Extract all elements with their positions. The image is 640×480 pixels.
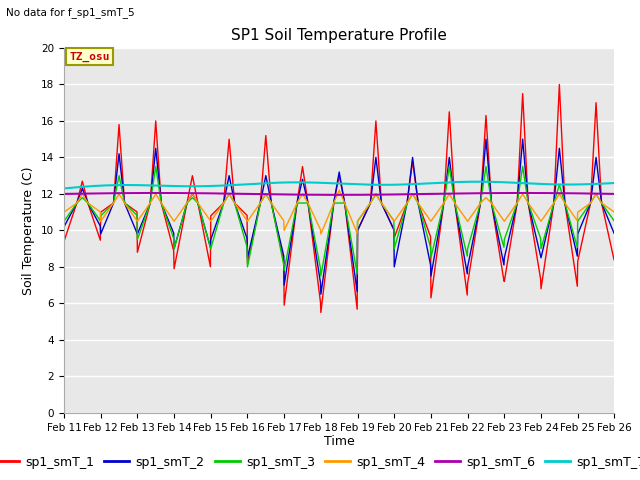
sp1_smT_4: [60, 209, 68, 215]
sp1_smT_1: [545, 232, 553, 238]
sp1_smT_7: [169, 183, 177, 189]
sp1_smT_7: [545, 181, 553, 187]
sp1_smT_1: [497, 256, 504, 262]
sp1_smT_7: [244, 181, 252, 187]
sp1_smT_4: [317, 231, 324, 237]
sp1_smT_6: [60, 191, 68, 197]
Line: sp1_smT_6: sp1_smT_6: [64, 193, 614, 195]
sp1_smT_2: [60, 224, 68, 229]
sp1_smT_1: [317, 310, 324, 315]
sp1_smT_3: [317, 273, 324, 279]
sp1_smT_4: [497, 214, 505, 219]
Y-axis label: Soil Temperature (C): Soil Temperature (C): [22, 166, 35, 295]
sp1_smT_3: [425, 239, 433, 245]
sp1_smT_3: [152, 164, 159, 169]
sp1_smT_7: [610, 180, 618, 186]
sp1_smT_3: [610, 218, 618, 224]
sp1_smT_6: [170, 190, 177, 196]
sp1_smT_2: [482, 136, 490, 142]
sp1_smT_2: [545, 219, 553, 225]
sp1_smT_6: [497, 190, 505, 196]
sp1_smT_7: [182, 183, 190, 189]
sp1_smT_2: [425, 252, 433, 258]
sp1_smT_2: [610, 230, 618, 236]
sp1_smT_1: [425, 228, 433, 234]
X-axis label: Time: Time: [324, 435, 355, 448]
sp1_smT_1: [610, 257, 618, 263]
sp1_smT_6: [545, 190, 553, 196]
sp1_smT_7: [424, 180, 432, 186]
sp1_smT_3: [497, 234, 505, 240]
sp1_smT_3: [545, 216, 553, 222]
sp1_smT_3: [60, 218, 68, 224]
sp1_smT_1: [556, 82, 563, 87]
sp1_smT_2: [182, 203, 190, 208]
sp1_smT_4: [244, 218, 252, 224]
sp1_smT_4: [169, 217, 177, 223]
sp1_smT_7: [497, 179, 504, 185]
sp1_smT_3: [244, 260, 252, 266]
sp1_smT_1: [169, 245, 177, 251]
Line: sp1_smT_4: sp1_smT_4: [64, 190, 614, 234]
sp1_smT_4: [545, 206, 553, 212]
Legend: sp1_smT_1, sp1_smT_2, sp1_smT_3, sp1_smT_4, sp1_smT_6, sp1_smT_7: sp1_smT_1, sp1_smT_2, sp1_smT_3, sp1_smT…: [0, 451, 640, 474]
sp1_smT_2: [244, 253, 252, 259]
sp1_smT_4: [335, 187, 343, 193]
sp1_smT_7: [474, 179, 481, 185]
sp1_smT_2: [497, 247, 505, 252]
Line: sp1_smT_2: sp1_smT_2: [64, 139, 614, 294]
sp1_smT_6: [610, 191, 618, 197]
sp1_smT_6: [335, 192, 343, 198]
Line: sp1_smT_7: sp1_smT_7: [64, 182, 614, 189]
sp1_smT_4: [610, 209, 618, 215]
sp1_smT_6: [425, 191, 433, 197]
Text: No data for f_sp1_smT_5: No data for f_sp1_smT_5: [6, 7, 135, 18]
Line: sp1_smT_3: sp1_smT_3: [64, 167, 614, 276]
sp1_smT_4: [182, 201, 190, 207]
sp1_smT_7: [60, 186, 68, 192]
Line: sp1_smT_1: sp1_smT_1: [64, 84, 614, 312]
sp1_smT_6: [152, 190, 159, 196]
Text: TZ_osu: TZ_osu: [70, 52, 110, 62]
sp1_smT_3: [170, 234, 177, 240]
sp1_smT_6: [244, 191, 252, 197]
sp1_smT_4: [425, 216, 433, 221]
sp1_smT_1: [244, 259, 252, 264]
sp1_smT_3: [183, 201, 191, 207]
sp1_smT_2: [169, 228, 177, 234]
sp1_smT_6: [183, 190, 191, 196]
sp1_smT_1: [60, 239, 68, 244]
Title: SP1 Soil Temperature Profile: SP1 Soil Temperature Profile: [231, 28, 447, 43]
sp1_smT_1: [182, 204, 190, 209]
sp1_smT_2: [317, 291, 324, 297]
